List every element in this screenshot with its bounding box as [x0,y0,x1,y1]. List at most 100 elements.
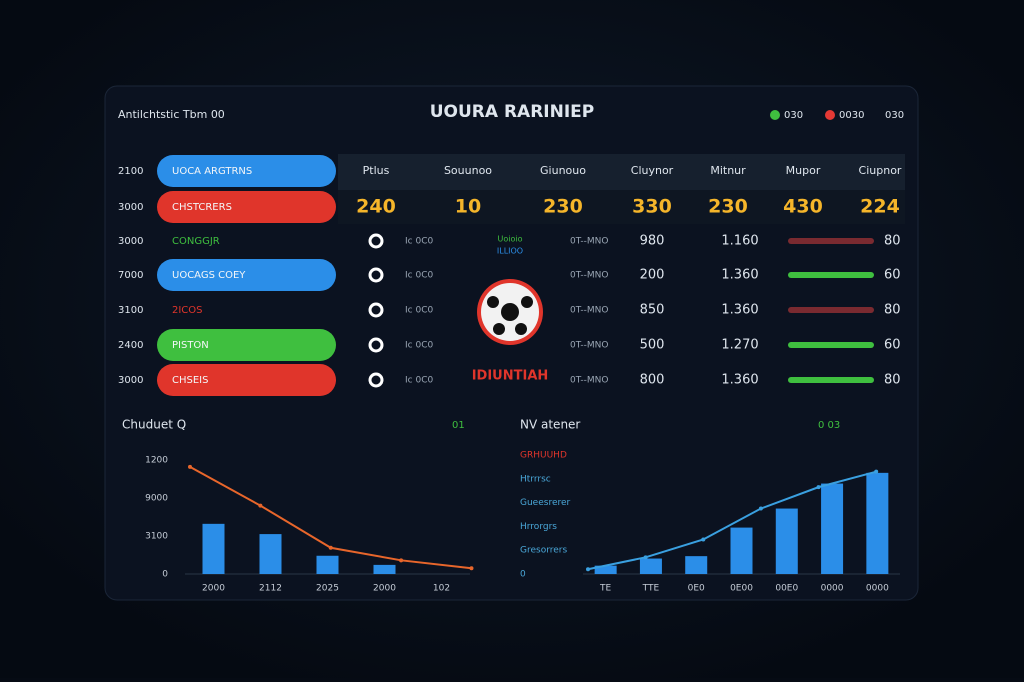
x-label: 0E00 [730,584,753,594]
column-header: Mupor [786,164,821,177]
x-label: 2025 [316,584,339,594]
center-bottom: IDIUNTIAH [472,369,549,384]
y-label: 9000 [145,494,168,504]
row-end: 80 [884,234,901,249]
line-point [701,537,706,542]
progress-bar [788,238,874,244]
column-header: Ciupnor [859,164,902,177]
row-mid: 0T--MNO [570,237,608,247]
row-value-b: 1.160 [721,234,758,249]
pill-text: PISTON [172,340,209,351]
row-pill [157,259,336,291]
row-label: 2400 [118,340,143,351]
line-point [758,506,763,511]
legend-text: 0030 [839,110,864,121]
bar [202,523,225,574]
x-label: 0000 [866,584,889,594]
y-label: Htrrrsc [520,474,551,484]
line-point [643,555,648,560]
table-header-bg [338,154,905,190]
bar [775,508,798,574]
y-label: Gresorrers [520,546,567,556]
bar [730,527,753,574]
column-header: Mitnur [710,164,746,177]
bar [685,556,708,574]
bar [821,483,844,574]
row-code: Ic 0C0 [405,341,433,351]
line-point [586,567,590,572]
row-pill [157,364,336,396]
bar [639,558,662,574]
row-value-a: 500 [640,338,665,353]
radio-icon [368,337,384,353]
line-point [328,545,333,550]
legend-text: 030 [885,110,904,121]
highlight-value: 230 [708,196,748,218]
center-top: ILLIOO [497,247,523,256]
row-value-a: 850 [640,303,665,318]
pill-text: CONGGJR [172,236,220,247]
radio-icon [368,372,384,388]
row-mid: 0T--MNO [570,376,608,386]
line-point [874,469,879,474]
x-label: TE [599,584,611,594]
column-header: Ptlus [363,164,390,177]
progress-bar [788,272,874,278]
bar [594,565,617,574]
radio-icon [368,233,384,249]
highlight-value: 240 [356,196,396,218]
highlight-value: 430 [783,196,823,218]
line-point [188,464,192,469]
row-label: 3000 [118,236,143,247]
row-label: 2100 [118,166,143,177]
y-label: Hrrorgrs [520,522,557,532]
row-pill [157,191,336,223]
y-label: GRHUUHD [520,451,567,461]
y-label: Gueesrerer [520,498,571,508]
bar [373,564,396,574]
row-pill [157,155,336,187]
x-label: 2000 [373,584,396,594]
row-end: 60 [884,338,901,353]
highlight-value: 224 [860,196,900,218]
line-point [399,558,404,563]
pill-text: UOCAGS COEY [172,270,246,281]
line-point [469,566,474,571]
row-value-b: 1.360 [721,303,758,318]
y-label: 0 [162,570,168,580]
row-value-a: 800 [640,373,665,388]
trend-line [587,470,877,571]
y-label: 3100 [145,532,168,542]
row-code: Ic 0C0 [405,237,433,247]
y-label: 0 [520,570,526,580]
row-mid: 0T--MNO [570,271,608,281]
row-label: 3100 [118,305,143,316]
row-code: Ic 0C0 [405,376,433,386]
ball-icon [477,279,543,345]
x-label: 00E0 [775,584,798,594]
x-label: 0000 [821,584,844,594]
highlight-row-bg [338,190,905,224]
row-mid: 0T--MNO [570,341,608,351]
chart-title: Chuduet Q [122,418,186,432]
row-code: Ic 0C0 [405,306,433,316]
x-label: 0E0 [688,584,705,594]
legend-dot [770,110,780,120]
highlight-value: 330 [632,196,672,218]
pill-text: CHSEIS [172,375,208,386]
row-end: 80 [884,373,901,388]
bar [259,534,282,574]
chart-legend: 01 [452,420,465,431]
column-header: Cluynor [631,164,674,177]
row-value-b: 1.270 [721,338,758,353]
line-point [816,485,821,490]
chart-title: NV atener [520,418,580,432]
pill-text: CHSTCRERS [172,202,232,213]
x-label: 102 [433,584,450,594]
center-top: Uoioio [498,235,523,244]
title: UOURA RARINIEP [430,102,595,122]
radio-icon [368,302,384,318]
bar [316,555,339,574]
legend-text: 030 [784,110,803,121]
progress-bar [788,307,874,313]
